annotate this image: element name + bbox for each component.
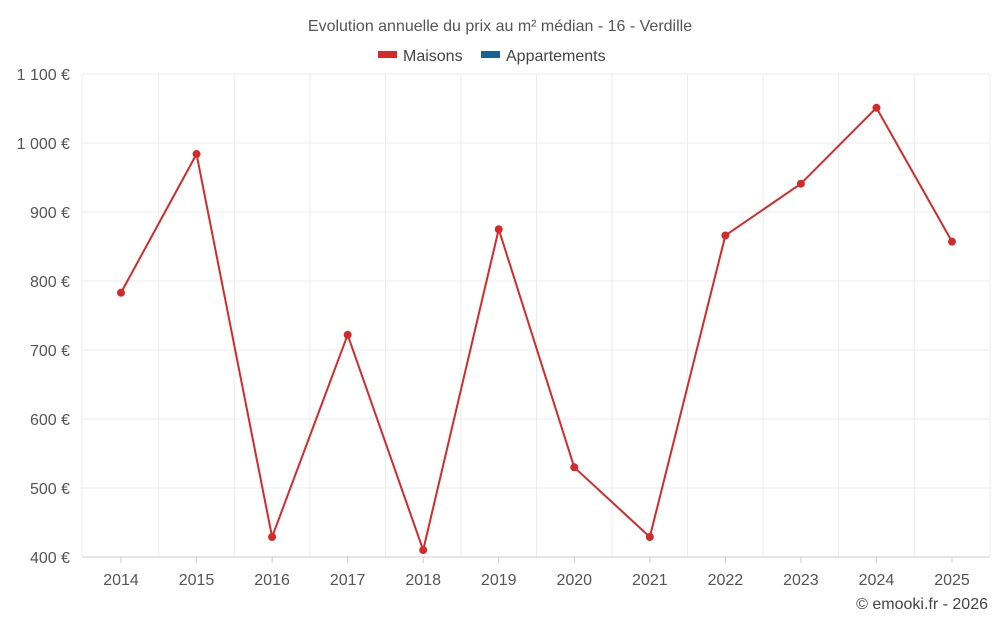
x-axis: 2014 2015 2016 2017 2018 2019 2020 2021 2022 2023… [82, 556, 990, 589]
y-axis: 400 € 500 € 600 € 700 € 800 € 900 € 1 000 € 1 1… [17, 67, 70, 567]
data-point[interactable] [419, 546, 428, 555]
data-point[interactable] [645, 532, 654, 541]
y-tick-label: 700 € [30, 343, 70, 360]
x-tick-label: 2018 [405, 572, 441, 589]
series-line-maisons [120, 106, 953, 552]
y-tick-label: 900 € [30, 205, 70, 222]
legend-swatch-appartements [481, 51, 500, 58]
x-tick-label: 2017 [330, 572, 366, 589]
grid [81, 73, 991, 557]
data-point[interactable] [570, 463, 579, 472]
x-tick-label: 2019 [481, 572, 517, 589]
x-tick-label: 2016 [254, 572, 290, 589]
y-tick-label: 600 € [30, 412, 70, 429]
x-tick-label: 2015 [179, 572, 215, 589]
legend-item-appartements[interactable]: Appartements [481, 48, 606, 65]
x-tick-label: 2021 [632, 572, 668, 589]
y-tick-label: 1 100 € [17, 67, 70, 84]
series-maisons [117, 103, 956, 555]
y-tick-label: 500 € [30, 481, 70, 498]
data-point[interactable] [192, 150, 201, 159]
x-tick-label: 2014 [103, 572, 139, 589]
data-point[interactable] [721, 231, 730, 240]
x-tick-label: 2023 [783, 572, 819, 589]
y-tick-label: 400 € [30, 550, 70, 567]
legend-item-maisons[interactable]: Maisons [378, 48, 463, 65]
legend-label-appartements: Appartements [506, 48, 606, 65]
x-tick-label: 2022 [708, 572, 744, 589]
y-tick-label: 1 000 € [17, 136, 70, 153]
data-point[interactable] [872, 103, 881, 112]
credit-text: © emooki.fr - 2026 [856, 596, 988, 613]
legend-label-maisons: Maisons [403, 48, 463, 65]
x-tick-label: 2025 [934, 572, 970, 589]
y-tick-label: 800 € [30, 274, 70, 291]
x-tick-label: 2024 [859, 572, 895, 589]
data-point[interactable] [494, 225, 503, 234]
data-point[interactable] [343, 330, 352, 339]
chart-title: Evolution annuelle du prix au m² médian … [308, 18, 692, 35]
data-point[interactable] [268, 532, 277, 541]
data-point[interactable] [796, 179, 805, 188]
x-tick-label: 2020 [556, 572, 592, 589]
legend: Maisons Appartements [378, 48, 606, 65]
legend-swatch-maisons [378, 51, 397, 58]
data-point[interactable] [117, 288, 125, 297]
data-point[interactable] [948, 237, 956, 246]
